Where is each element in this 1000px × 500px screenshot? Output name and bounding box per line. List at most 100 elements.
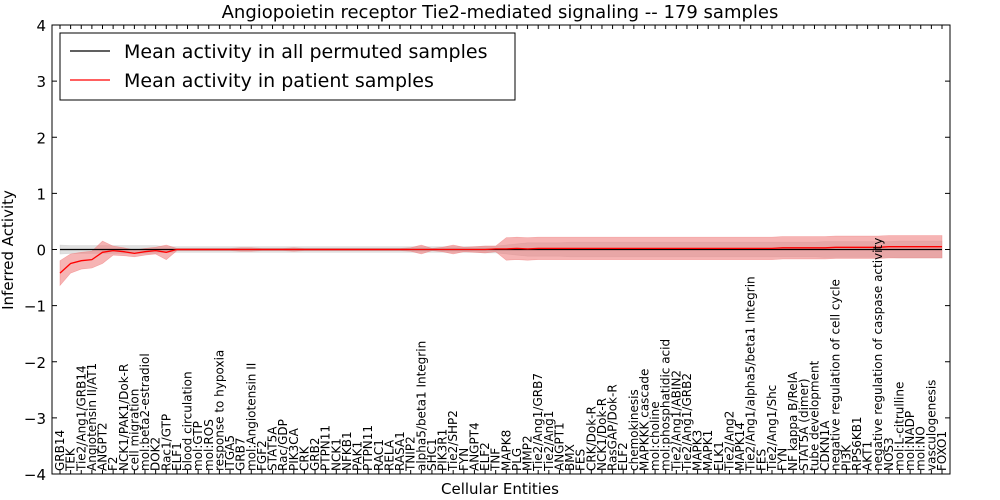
- x-tick-label: PTPN11: [361, 425, 375, 471]
- x-tick-label: mol:NO: [914, 426, 928, 471]
- x-tick-label: Rac1/GTP: [159, 414, 173, 471]
- x-tick-label: Rac/GDP: [276, 419, 290, 471]
- x-tick-label: mol:choline: [648, 401, 662, 471]
- x-tick-label: CRK: [297, 445, 311, 471]
- x-tick-label: vasculogenesis: [924, 380, 938, 471]
- x-tick-label: mol:GTP: [191, 421, 205, 471]
- x-tick-label: Tie2/Ang1/alpha5/beta1 Integrin: [744, 276, 758, 472]
- y-tick-label: 3: [36, 73, 46, 91]
- legend-label-patient: Mean activity in patient samples: [124, 70, 434, 92]
- series-lines: [59, 246, 942, 274]
- x-tick-label: PTPN11: [319, 425, 333, 471]
- band-patient: [59, 235, 943, 287]
- x-tick-label: ANGPT1: [552, 422, 566, 471]
- x-tick-label: FGF2: [255, 440, 269, 471]
- x-tick-label: FYN: [457, 448, 471, 471]
- x-tick-label: ELF2: [616, 442, 630, 471]
- x-tick-label: STAT5A: [266, 426, 280, 471]
- x-tick-label: TNIP2: [404, 436, 418, 472]
- x-tick-label: Tie2/Ang1: [542, 411, 556, 472]
- x-tick-label: MAPK14: [733, 422, 747, 471]
- x-tick-label: ANGPT4: [467, 422, 481, 471]
- chart-title: Angiopoietin receptor Tie2-mediated sign…: [222, 2, 779, 23]
- x-tick-label: tube development: [808, 360, 822, 471]
- x-tick-label: CDKN1A: [818, 420, 832, 471]
- x-tick-label: cell migration: [127, 389, 141, 471]
- x-tick-label: negative regulation of caspase activity: [871, 238, 885, 471]
- x-tick-label: PIK3CA: [287, 427, 301, 471]
- x-tick-label: mol:L-citrulline: [893, 382, 907, 471]
- x-tick-label: MAPKKK cascade: [638, 369, 652, 471]
- x-tick-label: alpha5/beta1 Integrin: [414, 341, 428, 471]
- x-tick-label: MAPK3: [691, 430, 705, 471]
- x-tick-label: mol:Angiotensin II: [244, 363, 258, 471]
- x-tick-label: NCK1: [329, 438, 343, 471]
- x-tick-label: FYN: [776, 448, 790, 471]
- plot-frame: [51, 24, 951, 475]
- x-tick-label: PAK1: [351, 441, 365, 471]
- y-tick-label: 1: [36, 185, 46, 203]
- x-tick-label: Tie2/SHP2: [446, 410, 460, 472]
- x-tick-label: ELF1: [170, 442, 184, 471]
- x-tick-label: ELK1: [712, 441, 726, 471]
- y-axis-label: Inferred Activity: [0, 190, 17, 310]
- x-tick-label: GRB14: [53, 430, 67, 471]
- x-tick-label: blood circulation: [181, 371, 195, 471]
- x-tick-label: Tie2/Ang1/GRB14: [74, 365, 88, 472]
- x-tick-label: FES: [574, 449, 588, 471]
- x-tick-label: NFKB1: [340, 431, 354, 471]
- x-tick-label: F2: [106, 456, 120, 471]
- x-tick-label: GRB2: [308, 437, 322, 471]
- x-tick-label: Angiotensin II/AT1: [85, 363, 99, 471]
- x-tick-label: MAPK1: [701, 430, 715, 471]
- x-tick-label: ANGPT2: [96, 422, 110, 471]
- x-tick-label: PIK3R1: [436, 429, 450, 471]
- x-tick-label: negative regulation of cell cycle: [829, 279, 843, 471]
- x-tick-label: mol:beta2-estradiol: [138, 353, 152, 471]
- x-tick-label: response to hypoxia: [212, 350, 226, 471]
- y-tick-label: 4: [36, 17, 46, 35]
- x-tick-label: FOXO1: [935, 431, 949, 471]
- x-tick-label: FES: [754, 449, 768, 471]
- x-tick-label: chemokinesis: [627, 389, 641, 471]
- x-tick-label: ITGA5: [223, 435, 237, 471]
- x-tick-label: RPS6KB1: [850, 416, 864, 471]
- x-tick-label: Tie2/Ang1/ABIN2: [669, 370, 683, 472]
- confidence-bands: [59, 235, 943, 287]
- x-tick-label: CRK/Dok-R: [584, 406, 598, 471]
- x-tick-label: RASA1: [393, 431, 407, 471]
- x-tick-label: mol:NADP: [903, 411, 917, 471]
- x-tick-label: BMX: [563, 444, 577, 471]
- x-tick-label: mol:ROS: [202, 419, 216, 471]
- x-tick-label: DOK2: [149, 437, 163, 471]
- y-tick-label: 0: [36, 242, 46, 260]
- series-line-patient: [59, 246, 942, 274]
- x-tick-label: TNF: [489, 448, 503, 472]
- y-tick-label: −2: [24, 354, 46, 372]
- x-tick-label: GRB7: [234, 437, 248, 471]
- x-tick-label: NCK1/Dok-R: [595, 398, 609, 471]
- x-tick-label: NCK1/PAK1/Dok-R: [117, 364, 131, 471]
- legend-label-permuted: Mean activity in all permuted samples: [124, 41, 487, 63]
- x-tick-label: Tie2/Ang2: [723, 411, 737, 472]
- x-tick-label: mol:phosphatidic acid: [659, 339, 673, 471]
- legend-box: [59, 32, 516, 101]
- x-axis-label: Cellular Entities: [441, 480, 559, 498]
- x-tick-label: RELA: [382, 439, 396, 471]
- x-tick-label: MMP2: [521, 435, 535, 471]
- y-tick-label: 2: [36, 129, 46, 147]
- x-tick-label: RAC1: [372, 439, 386, 471]
- x-tick-label: MAPK8: [499, 430, 513, 471]
- x-tick-label: Tie2/Ang1/Shc: [765, 385, 779, 472]
- legend: Mean activity in all permuted samples Me…: [59, 32, 516, 101]
- x-tick-label: NF kappa B/RelA: [786, 371, 800, 471]
- x-tick-label: Tie2/Ang1/GRB7: [531, 373, 545, 472]
- x-tick-label: AKT1: [861, 441, 875, 471]
- x-tick-label: RasGAP/Dok-R: [606, 384, 620, 471]
- x-tick-label: TEK: [64, 447, 78, 472]
- y-tick-label: −4: [24, 466, 46, 484]
- x-tick-label: STAT5A (dimer): [797, 378, 811, 471]
- x-tick-label: PI3K: [839, 444, 853, 471]
